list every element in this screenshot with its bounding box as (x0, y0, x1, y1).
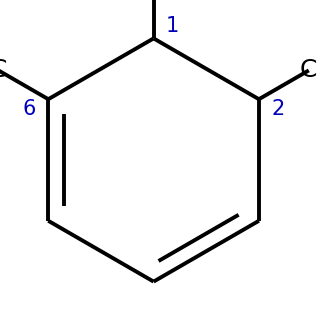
Text: 1: 1 (166, 16, 180, 36)
Text: 2: 2 (271, 99, 285, 119)
Text: 6: 6 (22, 99, 36, 119)
Text: C: C (300, 59, 317, 83)
Text: C: C (0, 58, 7, 82)
